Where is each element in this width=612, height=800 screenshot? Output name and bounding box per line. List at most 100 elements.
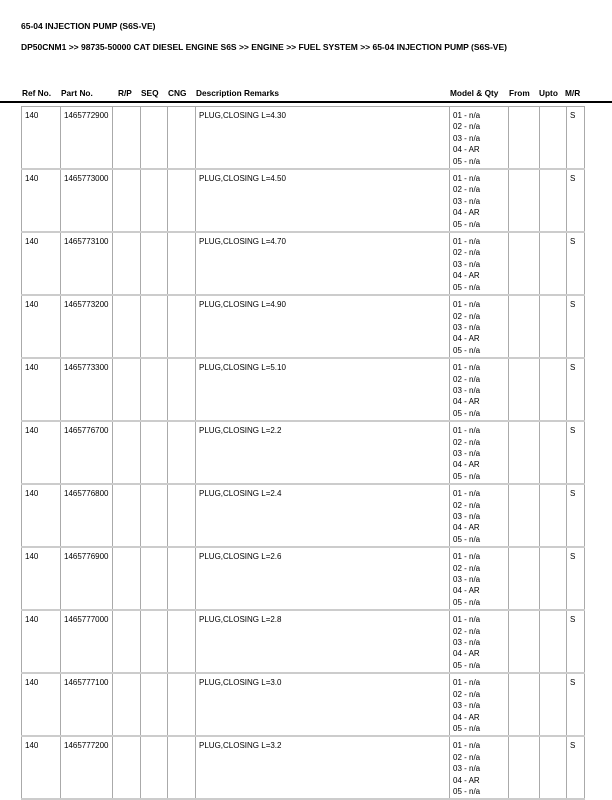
- cng-cell: [167, 609, 196, 674]
- rp-cell: [112, 672, 141, 737]
- cng-cell: [167, 672, 196, 737]
- ref-cell: 140: [21, 609, 61, 674]
- table-row: 140 1465776900 PLUG,CLOSING L=2.6 01 - n/a 0…: [21, 546, 585, 611]
- upto-cell: [539, 546, 567, 611]
- ref-cell: 140: [21, 294, 61, 359]
- seq-cell: [140, 357, 168, 422]
- header-part: Part No.: [61, 88, 93, 98]
- upto-cell: [539, 357, 567, 422]
- seq-cell: [140, 168, 168, 233]
- model-qty-line: 02 - n/a: [453, 122, 481, 132]
- model-qty-line: 01 - n/a: [453, 363, 481, 373]
- ref-cell: 140: [21, 735, 61, 800]
- model-qty-line: 05 - n/a: [453, 597, 481, 607]
- rp-cell: [112, 231, 141, 296]
- model-qty-line: 01 - n/a: [453, 426, 481, 436]
- upto-cell: [539, 420, 567, 485]
- description-cell: PLUG,CLOSING L=5.10: [195, 357, 450, 422]
- model-qty-line: 02 - n/a: [453, 437, 481, 447]
- ref-cell: 140: [21, 483, 61, 548]
- model-qty-line: 05 - n/a: [453, 156, 481, 166]
- from-cell: [508, 483, 540, 548]
- model-qty-line: 02 - n/a: [453, 563, 481, 573]
- cng-cell: [167, 294, 196, 359]
- model-qty-line: 02 - n/a: [453, 248, 481, 258]
- model-qty-cell: 01 - n/a 02 - n/a 03 - n/a 04 - AR 05 - n/a: [449, 357, 509, 422]
- model-qty-line: 03 - n/a: [453, 512, 481, 521]
- mr-cell: S: [566, 106, 585, 170]
- seq-cell: [140, 546, 168, 611]
- model-qty-line: 01 - n/a: [453, 741, 481, 751]
- upto-cell: [539, 609, 567, 674]
- model-qty-line: 03 - n/a: [453, 701, 481, 711]
- from-cell: [508, 294, 540, 359]
- table-row: 140 1465773000 PLUG,CLOSING L=4.50 01 - n/a…: [21, 168, 585, 233]
- model-qty-cell: 01 - n/a 02 - n/a 03 - n/a 04 - AR 05 - n/a: [449, 609, 509, 674]
- model-qty-line: 03 - n/a: [453, 385, 481, 395]
- model-qty-line: 04 - AR: [453, 523, 480, 533]
- table-row: 140 1465773200 PLUG,CLOSING L=4.90 01 - n/a…: [21, 294, 585, 359]
- seq-cell: [140, 231, 168, 296]
- description-cell: PLUG,CLOSING L=3.0: [195, 672, 450, 737]
- table-row: 140 1465772900 PLUG,CLOSING L=4.30 01 - n/a…: [21, 106, 585, 170]
- model-qty-cell: 01 - n/a 02 - n/a 03 - n/a 04 - AR 05 - n/a: [449, 672, 509, 737]
- mr-cell: S: [566, 672, 585, 737]
- model-qty-line: 02 - n/a: [453, 626, 481, 636]
- part-no-cell: 1465776700: [60, 420, 113, 485]
- model-qty-line: 01 - n/a: [453, 552, 481, 562]
- model-qty-line: 04 - AR: [453, 334, 480, 344]
- ref-cell: 140: [21, 106, 61, 170]
- seq-cell: [140, 735, 168, 800]
- page-title: 65-04 INJECTION PUMP (S6S-VE): [21, 21, 156, 31]
- header-from: From: [509, 88, 530, 98]
- from-cell: [508, 106, 540, 170]
- model-qty-line: 05 - n/a: [453, 219, 481, 229]
- model-qty-line: 05 - n/a: [453, 723, 481, 733]
- rp-cell: [112, 106, 141, 170]
- model-qty-line: 03 - n/a: [453, 448, 481, 458]
- model-qty-cell: 01 - n/a 02 - n/a 03 - n/a 04 - AR 05 - n/a: [449, 294, 509, 359]
- model-qty-line: 04 - AR: [453, 397, 480, 407]
- ref-cell: 140: [21, 420, 61, 485]
- model-qty-line: 04 - AR: [453, 586, 480, 596]
- model-qty-line: 03 - n/a: [453, 196, 481, 206]
- from-cell: [508, 357, 540, 422]
- description-cell: PLUG,CLOSING L=4.50: [195, 168, 450, 233]
- ref-cell: 140: [21, 168, 61, 233]
- table-row: 140 1465776700 PLUG,CLOSING L=2.2 01 - n/a 0…: [21, 420, 585, 485]
- model-qty-cell: 01 - n/a 02 - n/a 03 - n/a 04 - AR 05 - n/a: [449, 483, 509, 548]
- part-no-cell: 1465773300: [60, 357, 113, 422]
- ref-cell: 140: [21, 357, 61, 422]
- description-cell: PLUG,CLOSING L=2.6: [195, 546, 450, 611]
- model-qty-line: 04 - AR: [453, 775, 480, 785]
- upto-cell: [539, 168, 567, 233]
- seq-cell: [140, 483, 168, 548]
- model-qty-line: 05 - n/a: [453, 471, 481, 481]
- model-qty-line: 01 - n/a: [453, 111, 481, 120]
- part-no-cell: 1465777100: [60, 672, 113, 737]
- cng-cell: [167, 231, 196, 296]
- model-qty-line: 03 - n/a: [453, 322, 481, 332]
- from-cell: [508, 735, 540, 800]
- part-no-cell: 1465772900: [60, 106, 113, 170]
- model-qty-line: 01 - n/a: [453, 237, 481, 247]
- seq-cell: [140, 420, 168, 485]
- mr-cell: S: [566, 483, 585, 548]
- model-qty-line: 01 - n/a: [453, 615, 481, 625]
- mr-cell: S: [566, 357, 585, 422]
- mr-cell: S: [566, 168, 585, 233]
- model-qty-line: 05 - n/a: [453, 786, 481, 796]
- breadcrumb: DP50CNM1 >> 98735-50000 CAT DIESEL ENGIN…: [21, 42, 507, 52]
- cng-cell: [167, 106, 196, 170]
- cng-cell: [167, 483, 196, 548]
- table-row: 140 1465777200 PLUG,CLOSING L=3.2 01 - n/a 0…: [21, 735, 585, 800]
- part-no-cell: 1465776800: [60, 483, 113, 548]
- model-qty-line: 04 - AR: [453, 460, 480, 470]
- cng-cell: [167, 420, 196, 485]
- from-cell: [508, 420, 540, 485]
- model-qty-cell: 01 - n/a 02 - n/a 03 - n/a 04 - AR 05 - n/a: [449, 735, 509, 800]
- from-cell: [508, 231, 540, 296]
- model-qty-line: 02 - n/a: [453, 311, 481, 321]
- mr-cell: S: [566, 420, 585, 485]
- description-cell: PLUG,CLOSING L=2.8: [195, 609, 450, 674]
